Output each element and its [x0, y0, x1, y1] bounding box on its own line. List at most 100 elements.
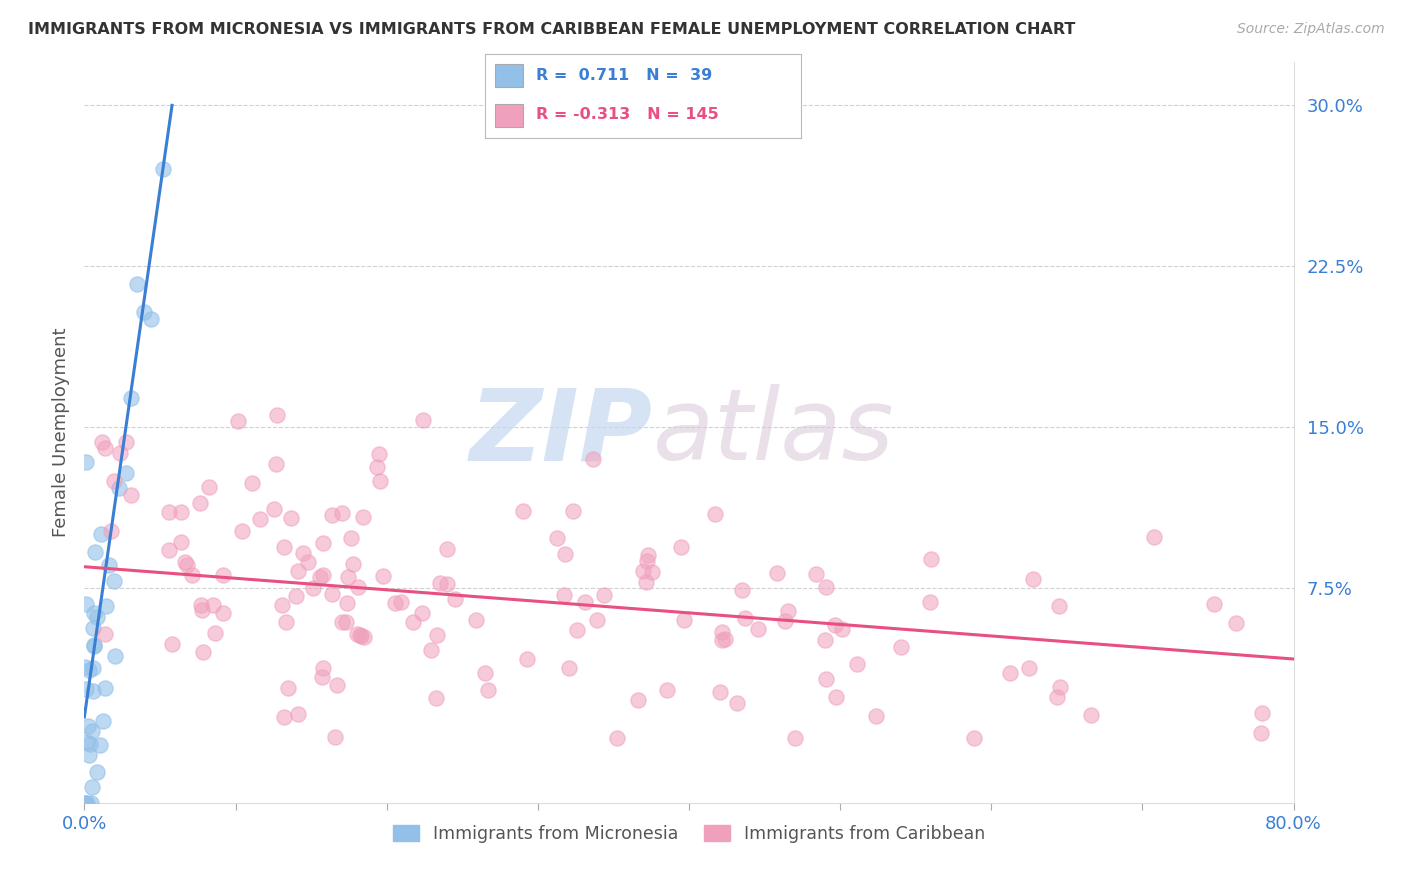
- Point: [100, 524, 122, 538]
- Point: [920, 552, 942, 566]
- Point: [83, 606, 105, 620]
- Point: [103, 574, 125, 588]
- Point: [813, 633, 835, 648]
- Point: [263, 501, 285, 516]
- Point: [465, 613, 488, 627]
- Point: [766, 566, 789, 581]
- Point: [731, 582, 754, 597]
- Point: [86, 764, 108, 779]
- Point: [846, 657, 869, 671]
- Point: [91, 435, 114, 450]
- Point: [73, 796, 96, 810]
- Point: [574, 594, 596, 608]
- Point: [152, 162, 174, 177]
- Point: [419, 642, 441, 657]
- Point: [77, 663, 100, 677]
- Point: [120, 488, 142, 502]
- Point: [190, 598, 212, 612]
- Point: [82, 661, 104, 675]
- Point: [82, 684, 104, 698]
- Point: [285, 590, 308, 604]
- Point: [631, 564, 654, 578]
- Point: [108, 446, 131, 460]
- Point: [371, 569, 394, 583]
- Point: [426, 628, 449, 642]
- Point: [831, 623, 853, 637]
- Point: [174, 556, 197, 570]
- Point: [606, 731, 628, 746]
- Point: [198, 480, 221, 494]
- Y-axis label: Female Unemployment: Female Unemployment: [52, 328, 70, 537]
- Point: [114, 467, 136, 481]
- Point: [266, 408, 288, 422]
- Point: [804, 567, 827, 582]
- Point: [558, 661, 581, 675]
- Point: [890, 640, 912, 654]
- Point: [335, 615, 357, 629]
- Point: [582, 452, 605, 467]
- Point: [80, 780, 103, 795]
- Point: [76, 719, 98, 733]
- Point: [1049, 680, 1071, 694]
- Point: [127, 277, 149, 291]
- Point: [86, 609, 108, 624]
- Point: [814, 580, 837, 594]
- Point: [98, 558, 121, 572]
- Point: [425, 691, 447, 706]
- Point: [204, 626, 226, 640]
- Point: [657, 683, 679, 698]
- Point: [94, 626, 117, 640]
- Point: [627, 693, 650, 707]
- Point: [77, 747, 100, 762]
- Point: [711, 625, 734, 640]
- Point: [366, 460, 388, 475]
- Point: [308, 569, 330, 583]
- Point: [477, 683, 499, 698]
- Point: [1143, 530, 1166, 544]
- Point: [1000, 665, 1022, 680]
- Point: [429, 576, 451, 591]
- Point: [181, 568, 204, 582]
- Point: [384, 596, 406, 610]
- Point: [554, 547, 576, 561]
- Point: [1046, 690, 1069, 705]
- Point: [276, 615, 298, 630]
- Point: [342, 558, 364, 572]
- Point: [553, 588, 575, 602]
- Point: [75, 681, 97, 696]
- Point: [474, 665, 496, 680]
- Point: [79, 796, 101, 810]
- Point: [567, 623, 589, 637]
- Point: [273, 541, 295, 555]
- Point: [84, 545, 107, 559]
- Point: [336, 597, 359, 611]
- Point: [321, 508, 343, 522]
- Point: [83, 639, 105, 653]
- Point: [350, 629, 373, 643]
- Point: [202, 599, 225, 613]
- Point: [249, 512, 271, 526]
- Point: [637, 549, 659, 563]
- Point: [191, 602, 214, 616]
- Point: [389, 595, 412, 609]
- Point: [443, 592, 465, 607]
- Point: [287, 565, 309, 579]
- Point: [326, 678, 349, 692]
- Point: [402, 615, 425, 630]
- Point: [349, 628, 371, 642]
- Point: [188, 496, 211, 510]
- Point: [411, 606, 433, 620]
- Point: [120, 391, 142, 405]
- Point: [162, 637, 184, 651]
- Point: [709, 685, 731, 699]
- Point: [211, 606, 233, 620]
- Point: [79, 737, 101, 751]
- Text: R = -0.313   N = 145: R = -0.313 N = 145: [536, 107, 718, 122]
- Bar: [495, 103, 523, 128]
- Point: [512, 504, 534, 518]
- Point: [593, 588, 616, 602]
- Point: [271, 598, 294, 612]
- Point: [157, 543, 180, 558]
- Point: [1250, 726, 1272, 740]
- Point: [94, 441, 117, 455]
